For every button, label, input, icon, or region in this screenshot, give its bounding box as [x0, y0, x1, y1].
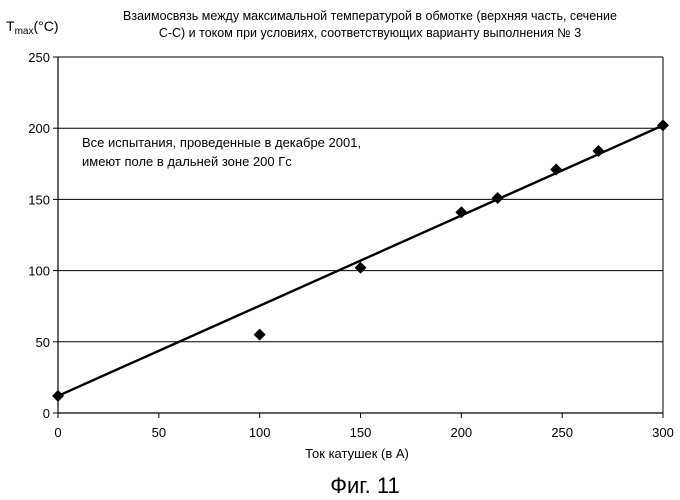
annotation-line-1: Все испытания, проведенные в декабре 200…	[82, 135, 361, 150]
x-tick-label-200: 200	[450, 425, 472, 440]
y-ticks: 0 50 100 150 200 250	[28, 50, 58, 421]
chart: Взаимосвязь между максимальной температу…	[0, 0, 680, 500]
y-tick-label-200: 200	[28, 121, 50, 136]
data-point-5	[550, 163, 562, 175]
annotation-line-2: имеют поле в дальней зоне 200 Гс	[82, 154, 292, 169]
y-tick-label-250: 250	[28, 50, 50, 65]
x-tick-label-150: 150	[350, 425, 372, 440]
y-tick-label-150: 150	[28, 192, 50, 207]
x-axis-label: Ток катушек (в А)	[305, 446, 409, 461]
axes	[58, 57, 663, 413]
grid-lines	[58, 57, 663, 342]
x-tick-label-250: 250	[551, 425, 573, 440]
x-tick-label-50: 50	[152, 425, 166, 440]
data-point-0	[52, 390, 64, 402]
data-point-7	[657, 119, 669, 131]
data-point-1	[254, 329, 266, 341]
y-tick-label-50: 50	[36, 335, 50, 350]
x-ticks: 0 50 100 150 200 250 300	[54, 413, 673, 440]
chart-title-line-2: С-С) и током при условиях, соответствующ…	[159, 26, 581, 40]
y-axis-label: Tmax(°C)	[6, 18, 59, 37]
x-tick-label-100: 100	[249, 425, 271, 440]
y-tick-label-0: 0	[43, 406, 50, 421]
x-tick-label-0: 0	[54, 425, 61, 440]
x-tick-label-300: 300	[652, 425, 674, 440]
chart-title-line-1: Взаимосвязь между максимальной температу…	[123, 9, 617, 23]
figure-caption: Фиг. 11	[330, 473, 399, 498]
y-tick-label-100: 100	[28, 264, 50, 279]
